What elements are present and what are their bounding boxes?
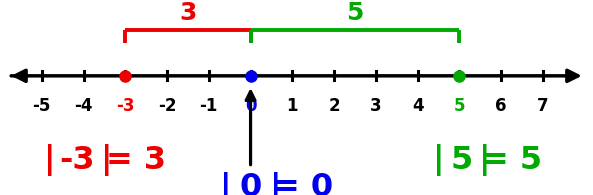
Text: = 5: = 5 — [482, 145, 541, 176]
Text: |: | — [270, 172, 282, 195]
Text: 7: 7 — [537, 98, 549, 115]
Text: |: | — [433, 144, 444, 176]
Text: -2: -2 — [158, 98, 176, 115]
Text: 1: 1 — [286, 98, 298, 115]
Text: 2: 2 — [329, 98, 340, 115]
Text: 3: 3 — [370, 98, 382, 115]
Text: |: | — [479, 144, 490, 176]
Text: = 3: = 3 — [106, 145, 165, 176]
Text: |: | — [219, 172, 231, 195]
Text: 0: 0 — [245, 98, 256, 115]
Text: 3: 3 — [179, 1, 197, 25]
Text: 5: 5 — [450, 145, 473, 176]
Text: 4: 4 — [412, 98, 423, 115]
Text: |: | — [101, 144, 112, 176]
Text: 6: 6 — [495, 98, 507, 115]
Text: = 0: = 0 — [273, 172, 333, 195]
Text: 5: 5 — [454, 98, 465, 115]
Text: -3: -3 — [116, 98, 135, 115]
Text: -5: -5 — [33, 98, 51, 115]
Text: -3: -3 — [59, 145, 95, 176]
Text: -4: -4 — [74, 98, 93, 115]
Text: 5: 5 — [346, 1, 364, 25]
Text: |: | — [44, 144, 56, 176]
Text: -1: -1 — [200, 98, 218, 115]
Text: 0: 0 — [240, 172, 262, 195]
